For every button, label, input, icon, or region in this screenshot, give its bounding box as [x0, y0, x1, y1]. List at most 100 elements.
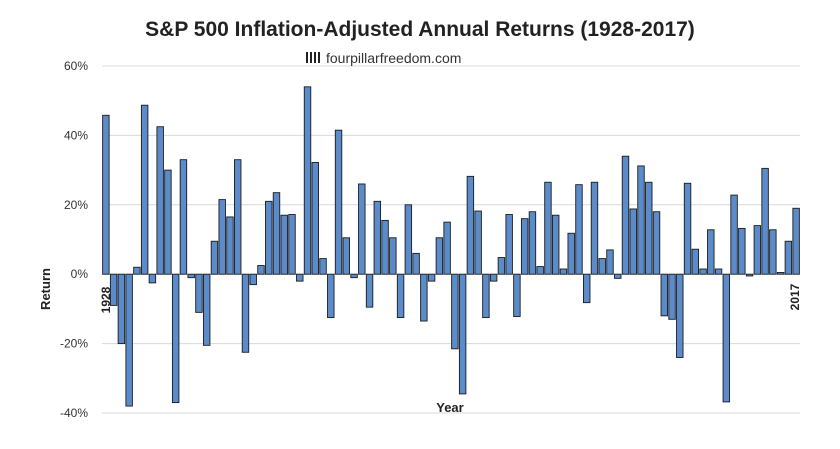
bar-1936 [164, 169, 172, 275]
bar-1935 [156, 126, 164, 275]
bar-1934 [148, 273, 157, 284]
bar-1983 [528, 211, 537, 275]
bar-1975 [466, 175, 475, 275]
bar-1939 [187, 273, 195, 279]
bar-2000 [660, 273, 668, 317]
gridlines [102, 65, 800, 414]
bar-1968 [412, 252, 420, 275]
bar-1960 [350, 273, 358, 279]
bar-2010 [738, 227, 746, 275]
bar-1937 [171, 273, 180, 404]
bar-1980 [505, 214, 513, 275]
bar-1982 [520, 218, 529, 275]
source-logo-icon [306, 52, 320, 63]
bar-2011 [745, 273, 754, 277]
y-tick-label: -20% [60, 337, 88, 351]
y-tick-labels: -40% -20% 0% 20% 40% 60% [60, 59, 88, 420]
bar-1959 [342, 237, 351, 275]
bar-1962 [365, 273, 374, 308]
bar-1977 [482, 273, 490, 319]
bar-1947 [249, 273, 257, 286]
bar-2017 [792, 207, 800, 275]
bar-1984 [536, 266, 544, 275]
bar-1996 [629, 208, 637, 275]
bar-1997 [637, 165, 645, 275]
bar-2009 [730, 194, 738, 275]
bar-2007 [714, 268, 723, 275]
bar-1964 [381, 219, 389, 275]
bar-2016 [784, 240, 793, 275]
bar-1941 [202, 273, 211, 346]
bar-2003 [683, 182, 692, 275]
bar-1993 [606, 249, 614, 275]
bar-1943 [218, 199, 226, 275]
bar-1958 [334, 129, 343, 275]
bar-1940 [195, 273, 203, 313]
bar-1989 [575, 184, 583, 275]
bar-1942 [210, 240, 219, 275]
bar-1946 [241, 273, 250, 353]
bar-1999 [652, 211, 661, 275]
bar-1953 [296, 273, 304, 282]
bar-1995 [621, 155, 630, 275]
bar-1994 [614, 273, 622, 279]
bar-1944 [226, 216, 234, 275]
bar-1957 [327, 273, 335, 319]
bar-1973 [451, 273, 459, 350]
x-axis-title: Year [436, 400, 463, 415]
y-tick-label: -40% [60, 406, 88, 420]
bar-1931 [125, 273, 133, 407]
bar-2001 [668, 273, 676, 320]
bar-1967 [404, 204, 413, 275]
bar-1972 [443, 221, 451, 275]
y-tick-label: 40% [64, 128, 88, 142]
bar-1951 [280, 214, 288, 275]
bar-1930 [117, 273, 126, 345]
last-year-label: 2017 [788, 283, 802, 310]
bar-1965 [389, 237, 397, 275]
bar-1991 [590, 181, 599, 275]
bar-1932 [133, 266, 141, 275]
bar-1961 [358, 183, 366, 275]
bar-1992 [598, 258, 606, 275]
bar-1990 [583, 273, 591, 304]
bar-1986 [551, 214, 560, 275]
y-axis-title: Return [38, 268, 53, 310]
bar-1988 [567, 232, 575, 275]
bar-1974 [458, 273, 467, 395]
bar-1963 [373, 200, 382, 275]
bar-1952 [288, 214, 296, 275]
bar-1948 [257, 265, 265, 275]
bar-2012 [753, 225, 762, 275]
bar-2015 [776, 272, 785, 275]
bar-1949 [265, 200, 273, 275]
bar-2008 [722, 273, 731, 403]
bar-1938 [179, 159, 188, 275]
bar-2004 [691, 248, 699, 275]
bar-2006 [707, 229, 715, 275]
bars [102, 86, 800, 407]
bar-1998 [645, 181, 653, 275]
bar-1978 [489, 273, 498, 282]
bar-1970 [427, 273, 436, 282]
bar-1956 [319, 258, 327, 275]
bar-2014 [769, 229, 777, 275]
bar-1976 [474, 210, 482, 275]
y-tick-label: 60% [64, 59, 88, 73]
bar-1929 [109, 273, 118, 306]
bar-1950 [272, 192, 281, 275]
y-tick-label: 20% [64, 198, 88, 212]
bar-1954 [303, 86, 312, 275]
bar-1979 [497, 257, 506, 275]
bar-1987 [559, 268, 568, 275]
source-label: fourpillarfreedom.com [326, 50, 461, 66]
bar-2013 [761, 167, 769, 275]
bar-1955 [311, 162, 319, 275]
first-year-label: 1928 [99, 286, 113, 313]
bar-1928 [102, 114, 110, 275]
bar-2005 [699, 268, 707, 275]
bar-1985 [544, 181, 552, 275]
bar-1969 [420, 273, 428, 322]
bar-1966 [396, 273, 405, 319]
